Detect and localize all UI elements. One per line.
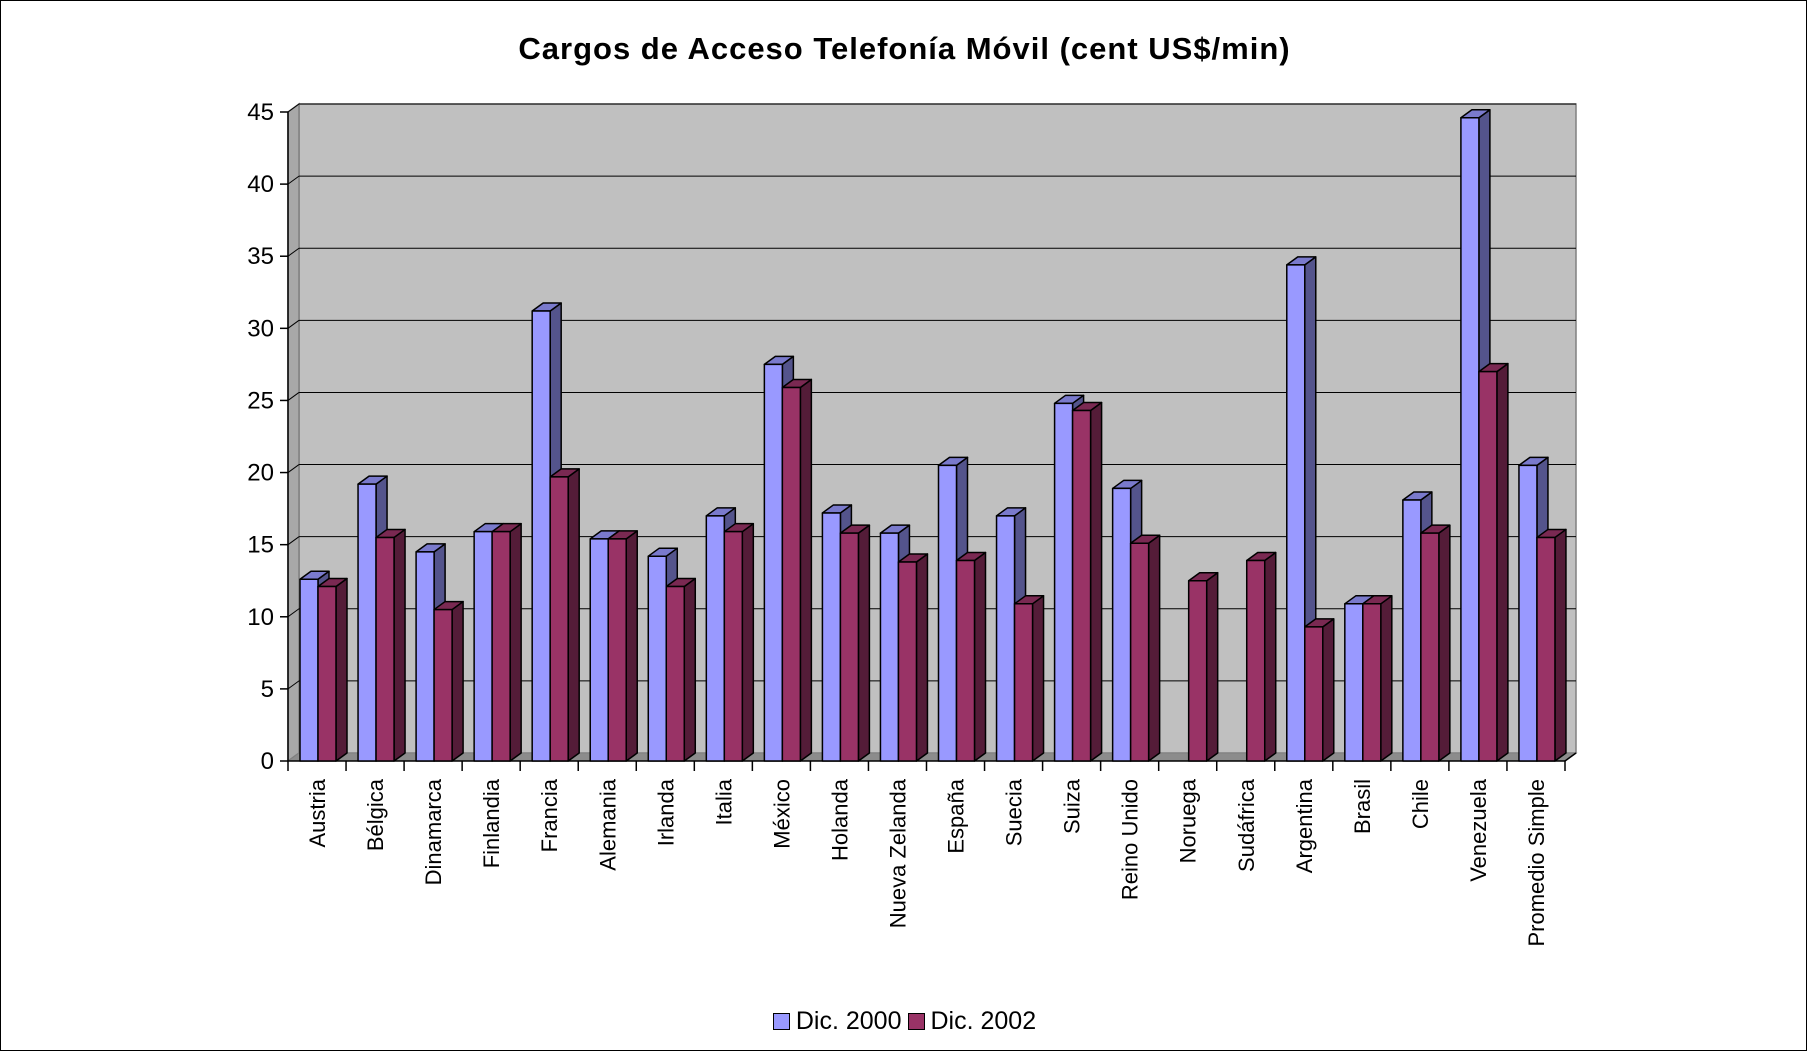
y-tick-label-1: 5 <box>261 676 274 703</box>
bar-1-1 <box>375 528 406 762</box>
x-tick-label-4: Francia <box>537 778 562 852</box>
x-tick-label-3: Finlandia <box>479 778 504 868</box>
bar-1-20 <box>1478 362 1509 762</box>
bar-1-10 <box>897 553 929 762</box>
bar-1-9 <box>839 524 871 762</box>
x-tick-label-13: Suiza <box>1060 778 1085 834</box>
plot-side-wall <box>287 102 300 763</box>
gridline-side-2 <box>287 608 300 618</box>
x-tick-label-6: Irlanda <box>653 778 678 846</box>
x-tick-label-18: Brasil <box>1350 779 1375 834</box>
x-tick-label-14: Reino Unido <box>1118 779 1143 900</box>
y-tick-label-3: 15 <box>247 532 274 559</box>
bar-1-15 <box>1187 571 1219 762</box>
legend-item-series-1: Dic. 2002 <box>907 1007 1037 1036</box>
bar-1-19 <box>1420 524 1451 762</box>
legend-item-series-0: Dic. 2000 <box>772 1007 902 1036</box>
x-tick-label-5: Alemania <box>595 778 620 870</box>
gridline-side-6 <box>287 319 300 329</box>
gridline-side-1 <box>287 680 300 690</box>
bar-1-16 <box>1245 551 1277 762</box>
gridline-side-4 <box>287 464 300 473</box>
gridline-side-5 <box>287 392 300 401</box>
x-tick-label-17: Argentina <box>1292 778 1317 873</box>
gridline-side-9 <box>287 103 300 113</box>
bar-1-6 <box>665 577 697 762</box>
bar-1-12 <box>1013 595 1045 762</box>
bar-1-8 <box>781 378 813 762</box>
y-tick-label-5: 25 <box>247 387 274 414</box>
x-tick-label-7: Italia <box>711 778 736 825</box>
gridline-side-3 <box>287 536 300 546</box>
x-tick-label-10: Nueva Zelanda <box>885 778 910 928</box>
bar-1-7 <box>723 522 755 762</box>
bar-1-0 <box>317 577 348 762</box>
y-tick-label-6: 30 <box>247 315 274 342</box>
x-tick-label-9: Holanda <box>827 778 852 861</box>
bar-1-17 <box>1304 618 1335 762</box>
bar-1-3 <box>491 522 522 762</box>
bar-1-13 <box>1071 401 1103 762</box>
x-tick-label-11: España <box>944 778 969 853</box>
x-tick-label-8: México <box>769 779 794 849</box>
gridline-side-7 <box>287 247 300 257</box>
x-axis-end <box>1564 752 1577 762</box>
bar-1-14 <box>1129 534 1161 762</box>
x-tick-label-16: Sudáfrica <box>1234 778 1259 872</box>
gridline-side-8 <box>287 175 300 185</box>
x-tick-label-15: Noruega <box>1176 778 1201 863</box>
bar-1-11 <box>955 551 987 762</box>
legend-label-series-0: Dic. 2000 <box>795 1007 902 1035</box>
bar-1-18 <box>1362 595 1393 762</box>
x-tick-label-19: Chile <box>1408 779 1433 829</box>
x-tick-label-12: Suecia <box>1002 778 1027 846</box>
y-tick-label-7: 35 <box>247 243 274 270</box>
bar-1-5 <box>607 530 638 762</box>
x-tick-label-2: Dinamarca <box>421 778 446 885</box>
x-tick-label-21: Promedio Simple <box>1524 779 1549 947</box>
y-tick-label-4: 20 <box>247 460 274 487</box>
x-tick-label-0: Austria <box>305 778 330 847</box>
bar-1-21 <box>1536 528 1567 762</box>
x-tick-label-1: Bélgica <box>363 778 388 851</box>
legend-swatch-series-1 <box>907 1013 925 1030</box>
legend-label-series-1: Dic. 2002 <box>930 1007 1037 1035</box>
bar-1-4 <box>549 468 580 762</box>
legend: Dic. 2000 Dic. 2002 <box>1 1007 1807 1036</box>
bar-1-2 <box>433 600 464 762</box>
y-tick-label-2: 10 <box>247 604 274 631</box>
chart-title: Cargos de Acceso Telefonía Móvil (cent U… <box>518 31 1291 66</box>
y-tick-label-0: 0 <box>261 748 274 775</box>
x-tick-label-20: Venezuela <box>1466 778 1491 882</box>
y-tick-label-8: 40 <box>247 171 274 198</box>
legend-swatch-series-0 <box>772 1013 790 1030</box>
y-tick-label-9: 45 <box>247 99 274 126</box>
